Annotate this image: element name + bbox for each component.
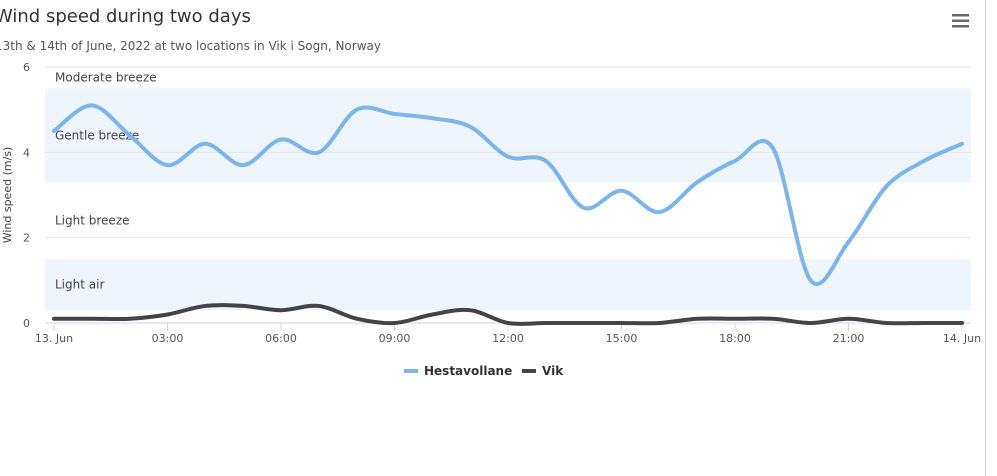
plot-band-label: Light air bbox=[55, 278, 104, 292]
legend-item-hestavollane[interactable]: Hestavollane bbox=[404, 364, 512, 378]
plot-band-1 bbox=[45, 182, 971, 259]
plot-band-2 bbox=[45, 88, 971, 183]
legend-item-vik[interactable]: Vik bbox=[522, 364, 564, 378]
y-axis-title: Wind speed (m/s) bbox=[1, 147, 14, 244]
plot-band-label: Light breeze bbox=[55, 214, 130, 228]
x-tick-label: 14. Jun bbox=[943, 332, 981, 345]
legend: Hestavollane Vik bbox=[404, 364, 564, 378]
chart-subtitle: 13th & 14th of June, 2022 at two locatio… bbox=[0, 39, 381, 53]
legend-label: Vik bbox=[542, 364, 564, 378]
x-tick-label: 15:00 bbox=[606, 332, 638, 345]
chart-title: Wind speed during two days bbox=[0, 6, 251, 27]
x-tick-label: 06:00 bbox=[265, 332, 297, 345]
x-tick-label: 13. Jun bbox=[35, 332, 73, 345]
x-tick-label: 09:00 bbox=[379, 332, 411, 345]
series-lines bbox=[52, 103, 964, 326]
plot-bands: Light air Light breeze Gentle breeze Modera… bbox=[45, 67, 971, 311]
y-tick-label: 4 bbox=[23, 146, 30, 159]
plot-band-label: Gentle breeze bbox=[55, 128, 139, 142]
x-tick-label: 03:00 bbox=[152, 332, 184, 345]
x-tick-label: 12:00 bbox=[492, 332, 524, 345]
plot-band-3 bbox=[45, 67, 971, 89]
y-axis-ticks: 0 2 4 6 bbox=[23, 61, 30, 330]
context-menu-button[interactable] bbox=[951, 12, 970, 29]
series-line-vik[interactable] bbox=[52, 303, 964, 326]
x-tick-label: 18:00 bbox=[719, 332, 751, 345]
x-axis: 13. Jun 03:00 06:00 09:00 12:00 15:00 18:00 21:… bbox=[35, 322, 981, 345]
legend-label: Hestavollane bbox=[424, 364, 512, 378]
y-tick-label: 6 bbox=[23, 61, 30, 74]
series-line-hestavollane[interactable] bbox=[52, 103, 964, 286]
y-tick-label: 0 bbox=[23, 317, 30, 330]
plot-band-label: Moderate breeze bbox=[55, 71, 157, 85]
y-tick-label: 2 bbox=[23, 232, 30, 245]
x-tick-label: 21:00 bbox=[833, 332, 865, 345]
hamburger-menu-icon bbox=[952, 14, 969, 17]
